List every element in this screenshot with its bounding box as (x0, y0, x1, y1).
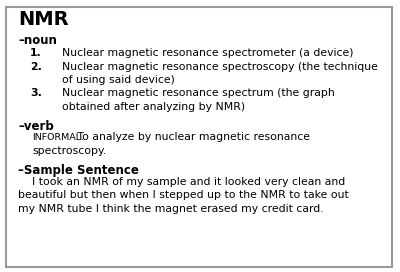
Text: –Sample Sentence: –Sample Sentence (18, 164, 139, 177)
Text: spectroscopy.: spectroscopy. (32, 146, 106, 156)
Text: 3.: 3. (30, 88, 42, 98)
Text: of using said device): of using said device) (62, 75, 175, 85)
Text: INFORMAL.: INFORMAL. (32, 132, 84, 141)
Text: To analyze by nuclear magnetic resonance: To analyze by nuclear magnetic resonance (74, 132, 310, 143)
Text: –verb: –verb (18, 119, 54, 132)
Text: NMR: NMR (18, 10, 69, 29)
Text: I took an NMR of my sample and it looked very clean and: I took an NMR of my sample and it looked… (18, 177, 345, 187)
Text: –noun: –noun (18, 34, 57, 47)
Text: beautiful but then when I stepped up to the NMR to take out: beautiful but then when I stepped up to … (18, 190, 349, 200)
Text: my NMR tube I think the magnet erased my credit card.: my NMR tube I think the magnet erased my… (18, 204, 324, 214)
FancyBboxPatch shape (6, 7, 392, 267)
Text: obtained after analyzing by NMR): obtained after analyzing by NMR) (62, 102, 245, 112)
Text: 1.: 1. (30, 48, 42, 58)
Text: Nuclear magnetic resonance spectrometer (a device): Nuclear magnetic resonance spectrometer … (62, 48, 354, 58)
Text: Nuclear magnetic resonance spectroscopy (the technique: Nuclear magnetic resonance spectroscopy … (62, 61, 378, 72)
Text: 2.: 2. (30, 61, 42, 72)
Text: Nuclear magnetic resonance spectrum (the graph: Nuclear magnetic resonance spectrum (the… (62, 88, 335, 98)
